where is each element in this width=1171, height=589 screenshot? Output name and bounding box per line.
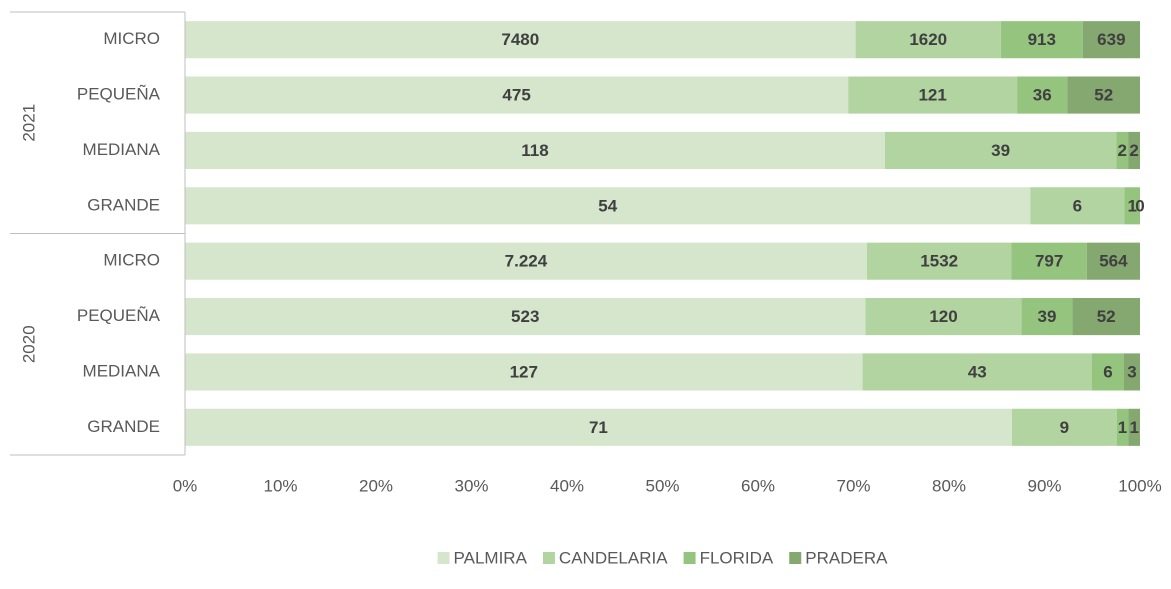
bar-segment: [185, 353, 863, 391]
bar-segment: [1091, 353, 1124, 391]
data-label: 7480: [501, 30, 539, 49]
data-label: 2: [1129, 141, 1138, 160]
bar-segment: [884, 131, 1117, 169]
legend-label: PALMIRA: [454, 548, 528, 567]
data-label: 2: [1117, 141, 1126, 160]
legend-swatch: [437, 552, 450, 564]
data-label: 1: [1129, 418, 1138, 437]
y-tick-label: PEQUEÑA: [77, 306, 161, 325]
data-label: 475: [502, 86, 530, 105]
bar-segment: [185, 21, 856, 59]
bar-segment: [1000, 21, 1083, 59]
data-label: 7.224: [505, 252, 548, 271]
bar-segment: [185, 242, 867, 280]
data-label: 0: [1135, 196, 1144, 215]
x-tick-label: 30%: [454, 476, 488, 495]
data-label: 6: [1073, 196, 1082, 215]
bar-segment: [1017, 76, 1068, 114]
data-label: 3: [1127, 362, 1136, 381]
bar-segment: [1116, 131, 1129, 169]
data-label: 127: [510, 362, 538, 381]
legend-swatch: [542, 552, 555, 564]
data-label: 52: [1094, 86, 1113, 105]
bar-segment: [855, 21, 1001, 59]
bar-segment: [865, 298, 1022, 336]
x-tick-label: 90%: [1027, 476, 1061, 495]
bar-segment: [1011, 242, 1087, 280]
x-tick-label: 40%: [550, 476, 584, 495]
bar-segment: [1128, 131, 1140, 169]
data-label: 39: [991, 141, 1010, 160]
data-label: 39: [1038, 307, 1057, 326]
data-label: 9: [1060, 418, 1069, 437]
x-tick-label: 0%: [173, 476, 198, 495]
bar-segment: [1067, 76, 1140, 114]
bar-segment: [185, 76, 849, 114]
group-label: 2021: [19, 104, 38, 142]
data-label: 564: [1099, 252, 1128, 271]
bar-segment: [1082, 21, 1140, 59]
x-tick-label: 60%: [741, 476, 775, 495]
bar-segment: [185, 408, 1012, 446]
x-tick-label: 50%: [645, 476, 679, 495]
bar-segment: [1124, 187, 1140, 225]
x-tick-label: 80%: [932, 476, 966, 495]
data-label: 121: [918, 86, 946, 105]
bar-segment: [185, 298, 866, 336]
group-label: 2020: [19, 325, 38, 363]
bar-segment: [1011, 408, 1117, 446]
bar-segment: [185, 131, 885, 169]
y-tick-label: GRANDE: [87, 195, 160, 214]
data-label: 797: [1035, 252, 1063, 271]
bar-segment: [1128, 408, 1140, 446]
bar-segment: [1086, 242, 1140, 280]
legend-swatch: [683, 552, 696, 564]
data-label: 1532: [920, 252, 958, 271]
data-label: 43: [968, 362, 987, 381]
bar-segment: [1116, 408, 1129, 446]
bar-segment: [862, 353, 1092, 391]
bar-segment: [1072, 298, 1140, 336]
x-tick-label: 100%: [1118, 476, 1161, 495]
data-label: 1: [1118, 418, 1127, 437]
y-tick-label: MICRO: [103, 251, 160, 270]
legend-label: FLORIDA: [700, 548, 774, 567]
data-label: 1620: [909, 30, 947, 49]
x-tick-label: 70%: [836, 476, 870, 495]
bar-segment: [866, 242, 1012, 280]
legend-label: CANDELARIA: [559, 548, 668, 567]
legend-label: PRADERA: [805, 548, 888, 567]
y-tick-label: PEQUEÑA: [77, 85, 161, 104]
bar-segment: [185, 187, 1031, 225]
y-tick-label: MICRO: [103, 29, 160, 48]
bar-segment: [1021, 298, 1073, 336]
data-label: 118: [521, 141, 548, 160]
bar-segment: [1123, 353, 1140, 391]
bar-segment: [848, 76, 1018, 114]
y-tick-label: MEDIANA: [83, 361, 161, 380]
x-tick-label: 20%: [359, 476, 393, 495]
y-tick-label: GRANDE: [87, 417, 160, 436]
data-label: 52: [1097, 307, 1116, 326]
data-label: 36: [1033, 86, 1052, 105]
data-label: 71: [589, 418, 608, 437]
legend-swatch: [789, 552, 802, 564]
data-label: 1: [1127, 196, 1136, 215]
bar-segment: [1030, 187, 1125, 225]
data-label: 120: [929, 307, 957, 326]
data-label: 6: [1103, 362, 1112, 381]
data-label: 54: [598, 196, 617, 215]
data-label: 639: [1097, 30, 1125, 49]
data-label: 523: [511, 307, 539, 326]
x-tick-label: 10%: [263, 476, 297, 495]
y-tick-label: MEDIANA: [83, 140, 161, 159]
data-label: 913: [1028, 30, 1056, 49]
